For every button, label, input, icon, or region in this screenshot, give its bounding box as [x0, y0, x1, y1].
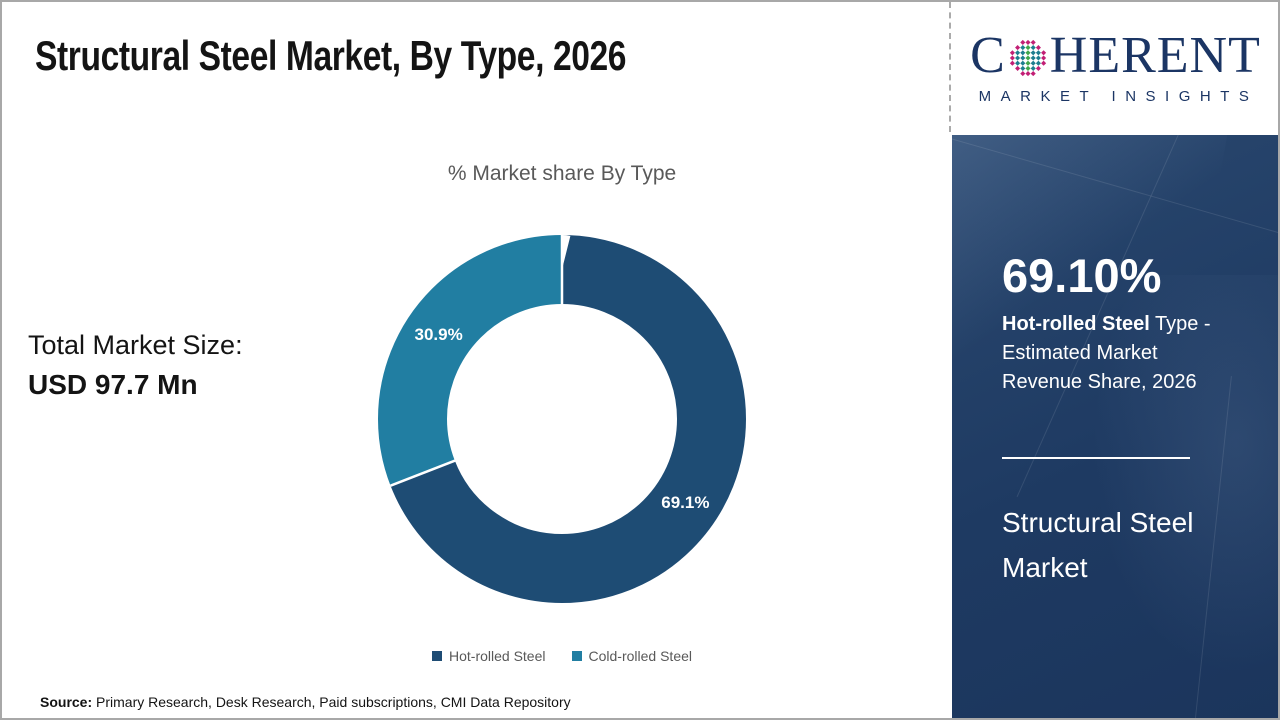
total-market-size-label: Total Market Size:: [28, 330, 243, 360]
panel-divider: [1002, 457, 1190, 460]
legend-label: Hot-rolled Steel: [449, 648, 546, 664]
map-texture: [1080, 275, 1278, 695]
logo-wordmark: C HERENT: [970, 26, 1261, 84]
source-label: Source:: [40, 694, 93, 710]
total-market-size: Total Market Size: USD 97.7 Mn: [28, 326, 243, 404]
caption-rest: Type - Estimated Market Revenue Share, 2…: [1002, 313, 1211, 394]
globe-dots-icon: [1009, 39, 1046, 76]
panel-market-name: Structural Steel Market: [1002, 507, 1194, 584]
caption-segment-name: Hot-rolled Steel: [1002, 313, 1150, 336]
chart-legend: Hot-rolled Steel Cold-rolled Steel: [282, 648, 842, 664]
source-text: Primary Research, Desk Research, Paid su…: [96, 694, 571, 710]
logo-letter-c: C: [970, 26, 1006, 84]
legend-label: Cold-rolled Steel: [588, 648, 693, 664]
data-label-hot-rolled: 69.1%: [661, 493, 710, 513]
source-note: Source: Primary Research, Desk Research,…: [40, 694, 571, 710]
headline-share-caption: Hot-rolled Steel Type - Estimated Market…: [1002, 310, 1222, 397]
data-label-cold-rolled: 30.9%: [414, 324, 463, 344]
page-title: Structural Steel Market, By Type, 2026: [35, 32, 627, 79]
legend-swatch-cold-rolled: [571, 651, 582, 661]
donut-slice-cold-rolled: [378, 235, 746, 603]
donut-svg: [378, 235, 746, 603]
legend-swatch-hot-rolled: [432, 651, 442, 661]
legend-item-cold-rolled: Cold-rolled Steel: [571, 648, 693, 664]
headline-share-value: 69.10%: [1002, 249, 1162, 302]
donut-chart: 69.1% 30.9%: [370, 227, 754, 611]
legend-item-hot-rolled: Hot-rolled Steel: [432, 648, 546, 664]
right-panel: 69.10% Hot-rolled Steel Type - Estimated…: [952, 135, 1278, 718]
logo-tagline: MARKET INSIGHTS: [978, 87, 1259, 105]
chart-title: % Market share By Type: [447, 162, 677, 185]
brand-logo: C HERENT MARKET INSIGHTS: [949, 2, 1278, 132]
panel-content: 69.10% Hot-rolled Steel Type - Estimated…: [952, 135, 1278, 590]
total-market-size-value: USD 97.7 Mn: [28, 369, 198, 400]
logo-word-end: HERENT: [1049, 26, 1261, 84]
